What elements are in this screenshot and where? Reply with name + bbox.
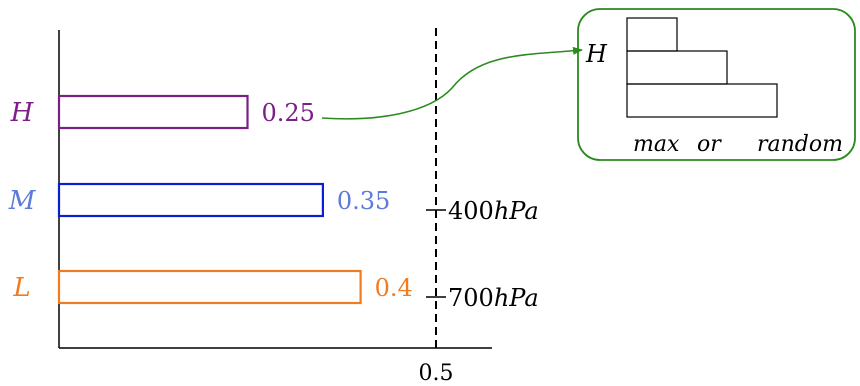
bar-h	[57, 94, 249, 130]
inset-label: H	[585, 40, 608, 68]
value-label-m: 0.35	[337, 187, 390, 215]
inset-steps	[626, 17, 778, 118]
x-tick-label: 0.5	[419, 361, 454, 386]
category-label-m: M	[8, 186, 37, 216]
inset-panel: H max or random	[577, 8, 856, 161]
bar-l	[57, 269, 362, 305]
bar-m	[57, 182, 324, 218]
inset-step	[626, 50, 728, 85]
inset-step	[626, 83, 778, 118]
inset-frame	[577, 8, 856, 161]
value-label-l: 0.4	[375, 274, 413, 302]
value-label-h: 0.25	[262, 99, 315, 127]
inset-caption-max: max	[633, 132, 680, 157]
pressure-labels: 400hPa 700hPa	[426, 197, 539, 312]
bars: H 0.25 M 0.35 L 0.4	[8, 94, 413, 305]
pressure-label: 700hPa	[448, 284, 539, 312]
connector-arrow	[321, 46, 583, 120]
category-label-l: L	[12, 273, 30, 303]
category-label-h: H	[10, 98, 35, 128]
inset-caption-random: random	[757, 132, 843, 157]
inset-step	[626, 17, 678, 52]
inset-caption-or: or	[697, 132, 722, 157]
pressure-label: 400hPa	[448, 197, 539, 225]
